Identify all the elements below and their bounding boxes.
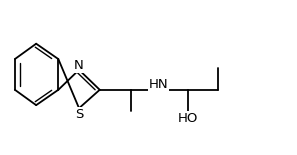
- Text: HO: HO: [178, 112, 199, 125]
- Text: N: N: [74, 60, 84, 73]
- Text: S: S: [75, 108, 83, 121]
- Text: HN: HN: [149, 78, 169, 91]
